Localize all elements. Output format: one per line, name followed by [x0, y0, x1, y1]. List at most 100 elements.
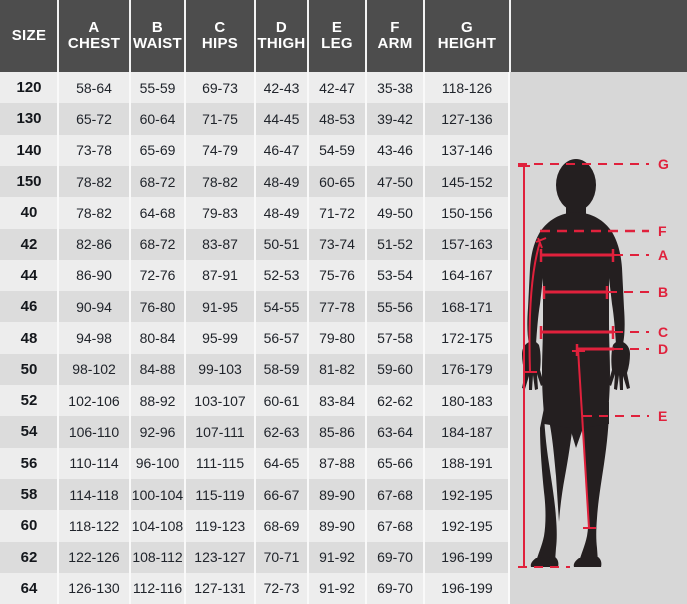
diagram-label-b: B [658, 284, 669, 300]
cell-measurement: 73-74 [319, 236, 355, 253]
body-silhouette-shape [522, 159, 630, 567]
cell-measurement: 83-84 [319, 392, 355, 409]
cell-measurement: 103-107 [194, 392, 246, 409]
body-column-separator [307, 72, 309, 604]
cell-measurement: 39-42 [377, 110, 413, 127]
column-header-name: LEG [321, 35, 353, 52]
header-column-separator [184, 0, 186, 72]
column-header-name: SIZE [11, 26, 47, 44]
cell-measurement: 48-49 [263, 204, 300, 221]
diagram-label-e: E [658, 408, 668, 424]
line-f-arm-curve [528, 241, 541, 373]
cell-measurement: 127-131 [194, 580, 246, 597]
cell-measurement: 98-102 [72, 361, 116, 378]
cell-measurement: 79-83 [202, 204, 238, 221]
cell-measurement: 77-78 [319, 298, 355, 315]
cell-measurement: 48-49 [263, 173, 300, 190]
cell-measurement: 73-78 [76, 142, 112, 159]
column-header-letter: F [390, 18, 400, 36]
cell-measurement: 84-88 [139, 361, 176, 378]
cell-size: 42 [20, 235, 38, 253]
cell-measurement: 157-163 [441, 236, 493, 253]
column-header-name: HIPS [201, 35, 239, 52]
cell-measurement: 78-82 [76, 204, 112, 221]
column-header-letter: C [214, 18, 226, 36]
column-header-letter: D [275, 18, 288, 36]
cell-measurement: 65-72 [76, 110, 112, 127]
cell-measurement: 47-50 [377, 173, 413, 190]
column-header-hips: C HIPS [185, 0, 255, 72]
cell-size: 120 [16, 79, 42, 97]
cell-measurement: 164-167 [441, 267, 493, 284]
column-header-name: HEIGHT [437, 35, 497, 52]
cell-measurement: 53-54 [377, 267, 413, 284]
column-header-height: G HEIGHT [424, 0, 510, 72]
cell-measurement: 81-82 [319, 361, 355, 378]
cell-measurement: 86-90 [76, 267, 112, 284]
cell-measurement: 95-99 [202, 330, 238, 347]
column-header-name: CHEST [67, 35, 121, 52]
cell-measurement: 150-156 [441, 204, 493, 221]
cell-measurement: 78-82 [202, 173, 238, 190]
cell-size: 56 [20, 454, 38, 472]
cell-measurement: 35-38 [377, 79, 413, 96]
cell-measurement: 69-73 [202, 79, 238, 96]
cell-measurement: 42-43 [263, 79, 300, 96]
cell-measurement: 119-123 [194, 517, 246, 534]
cell-measurement: 65-66 [377, 455, 413, 472]
cell-size: 40 [20, 204, 38, 222]
table-header-bar: SIZE A CHEST B WAIST C HIPS D THIGH E LEG F ARM G HEIG… [0, 0, 687, 72]
column-header-thigh: D THIGH [255, 0, 308, 72]
cell-measurement: 172-175 [441, 330, 493, 347]
cell-measurement: 68-69 [263, 517, 300, 534]
column-header-letter: B [151, 18, 164, 36]
cell-measurement: 137-146 [441, 142, 493, 159]
header-panel-separator [509, 0, 511, 72]
table-row[interactable]: 140 73-78 65-69 74-79 46-47 54-59 43-46 137-146 [0, 134, 510, 166]
cell-measurement: 196-199 [441, 549, 493, 566]
cell-measurement: 64-68 [139, 204, 176, 221]
column-header-name: ARM [377, 35, 413, 52]
cell-measurement: 126-130 [68, 580, 120, 597]
cell-measurement: 54-55 [263, 298, 300, 315]
header-column-separator [423, 0, 425, 72]
cell-measurement: 58-59 [263, 361, 300, 378]
cell-measurement: 99-103 [198, 361, 242, 378]
cell-measurement: 118-126 [441, 79, 493, 96]
cell-measurement: 94-98 [76, 330, 112, 347]
cell-measurement: 60-65 [319, 173, 355, 190]
body-column-separator [254, 72, 256, 604]
cell-measurement: 46-47 [263, 142, 300, 159]
cell-size: 130 [16, 110, 42, 128]
cell-measurement: 80-84 [139, 330, 176, 347]
cell-measurement: 145-152 [441, 173, 493, 190]
column-header-size: SIZE [0, 0, 58, 72]
cell-size: 60 [20, 517, 38, 535]
measurement-lines [518, 163, 649, 568]
cell-measurement: 100-104 [131, 486, 184, 503]
cell-size: 54 [20, 423, 38, 441]
cell-measurement: 112-116 [132, 580, 183, 597]
cell-measurement: 87-91 [202, 267, 238, 284]
cell-measurement: 52-53 [263, 267, 300, 284]
cell-measurement: 90-94 [76, 298, 112, 315]
cell-measurement: 89-90 [319, 486, 355, 503]
cell-measurement: 63-64 [377, 423, 413, 440]
cell-measurement: 82-86 [76, 236, 112, 253]
table-row[interactable]: 54 106-110 92-96 107-111 62-63 85-86 63-64 184-… [0, 416, 510, 448]
cell-measurement: 92-96 [139, 423, 176, 440]
cell-measurement: 55-59 [139, 79, 176, 96]
cell-measurement: 184-187 [441, 423, 493, 440]
cell-measurement: 69-70 [377, 549, 413, 566]
cell-measurement: 66-67 [263, 486, 300, 503]
diagram-label-d: D [658, 341, 669, 357]
cell-measurement: 75-76 [319, 267, 355, 284]
column-header-leg: E LEG [308, 0, 366, 72]
cell-measurement: 64-65 [263, 455, 300, 472]
column-header-letter: E [331, 18, 343, 36]
cell-measurement: 118-122 [68, 517, 120, 534]
cell-measurement: 127-136 [441, 110, 493, 127]
cell-size: 64 [20, 579, 38, 597]
cell-measurement: 123-127 [194, 549, 246, 566]
cell-measurement: 44-45 [263, 110, 300, 127]
